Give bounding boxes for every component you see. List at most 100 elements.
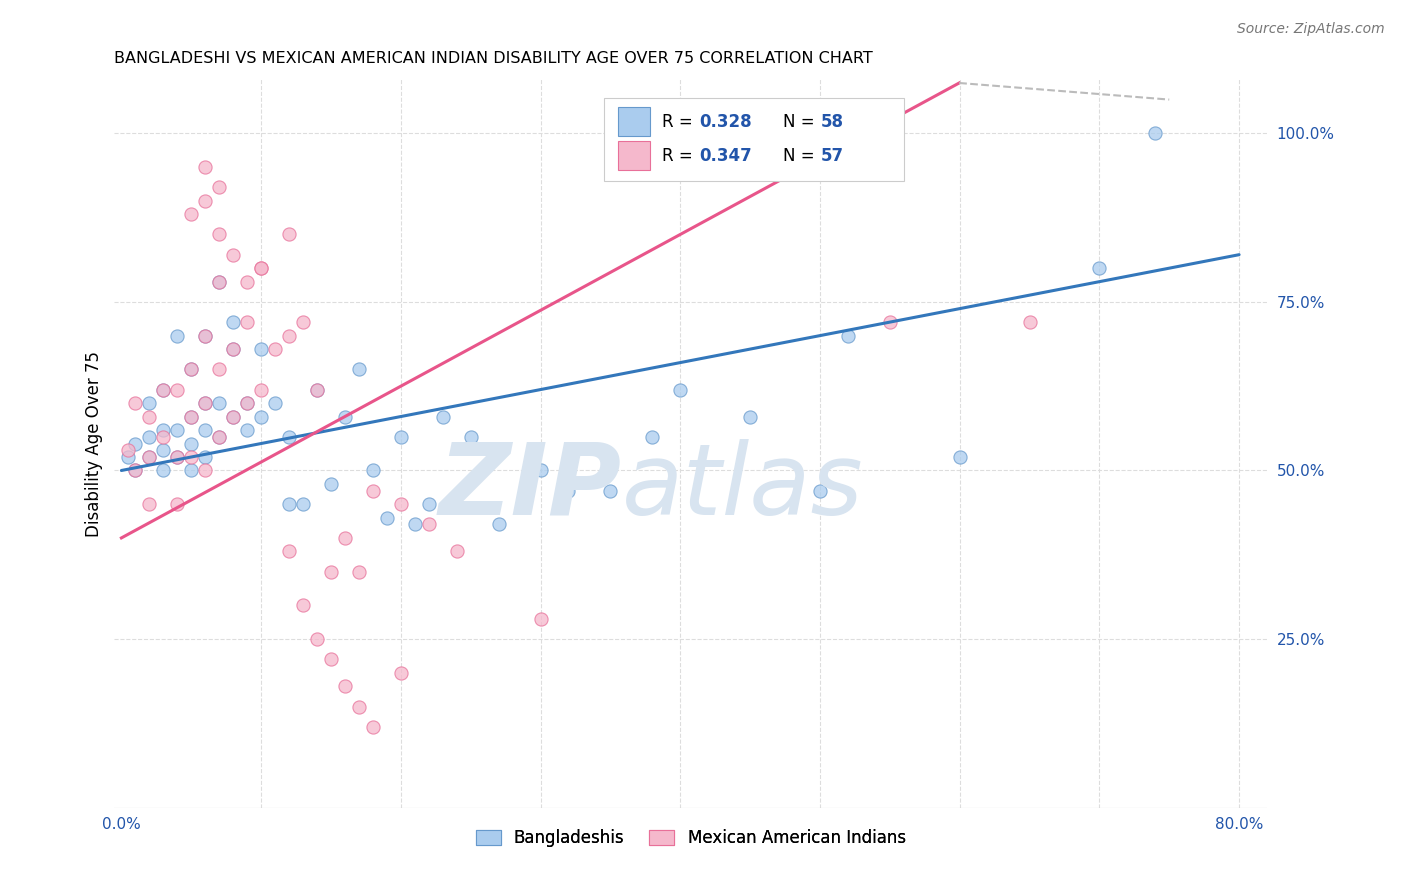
Point	[250, 261, 273, 276]
Point	[879, 315, 901, 329]
Text: ZIP: ZIP	[439, 439, 621, 536]
Text: R =: R =	[662, 112, 697, 130]
Point	[180, 450, 202, 464]
Point	[124, 463, 146, 477]
Point	[138, 430, 160, 444]
Point	[264, 342, 287, 356]
Point	[1144, 126, 1167, 140]
Point	[208, 430, 231, 444]
Point	[180, 409, 202, 424]
Bar	[619, 107, 651, 136]
Point	[222, 409, 245, 424]
Point	[375, 510, 398, 524]
FancyBboxPatch shape	[605, 97, 904, 181]
Point	[117, 450, 139, 464]
Point	[194, 328, 217, 343]
Point	[319, 652, 342, 666]
Point	[222, 409, 245, 424]
Point	[152, 423, 174, 437]
Point	[117, 443, 139, 458]
Point	[389, 430, 412, 444]
Point	[124, 436, 146, 450]
Point	[837, 328, 859, 343]
Point	[278, 328, 301, 343]
Text: R =: R =	[662, 147, 697, 165]
Point	[208, 362, 231, 376]
Text: N =: N =	[783, 147, 820, 165]
Text: N =: N =	[783, 112, 820, 130]
Point	[347, 362, 370, 376]
Point	[250, 383, 273, 397]
Point	[180, 207, 202, 221]
Point	[166, 450, 188, 464]
Point	[208, 180, 231, 194]
Point	[222, 342, 245, 356]
Point	[529, 612, 551, 626]
Point	[1018, 315, 1040, 329]
Text: 0.328: 0.328	[699, 112, 751, 130]
Point	[166, 450, 188, 464]
Point	[138, 497, 160, 511]
Point	[361, 483, 384, 498]
Point	[222, 342, 245, 356]
Point	[166, 383, 188, 397]
Point	[138, 409, 160, 424]
Point	[641, 430, 664, 444]
Point	[194, 160, 217, 174]
Point	[152, 463, 174, 477]
Point	[319, 477, 342, 491]
Point	[529, 463, 551, 477]
Point	[808, 483, 831, 498]
Point	[264, 396, 287, 410]
Point	[404, 517, 426, 532]
Point	[180, 463, 202, 477]
Text: 0.347: 0.347	[699, 147, 752, 165]
Point	[138, 450, 160, 464]
Text: atlas: atlas	[621, 439, 863, 536]
Point	[194, 450, 217, 464]
Point	[152, 383, 174, 397]
Point	[124, 463, 146, 477]
Point	[194, 328, 217, 343]
Point	[180, 362, 202, 376]
Point	[361, 720, 384, 734]
Point	[389, 665, 412, 680]
Point	[208, 227, 231, 242]
Point	[194, 423, 217, 437]
Point	[446, 544, 468, 558]
Point	[278, 227, 301, 242]
Point	[305, 383, 328, 397]
Point	[305, 383, 328, 397]
Point	[278, 497, 301, 511]
Point	[418, 497, 440, 511]
Point	[222, 248, 245, 262]
Point	[180, 362, 202, 376]
Point	[236, 315, 259, 329]
Point	[180, 409, 202, 424]
Point	[292, 599, 315, 613]
Point	[278, 430, 301, 444]
Point	[208, 430, 231, 444]
Point	[250, 261, 273, 276]
Point	[292, 315, 315, 329]
Point	[319, 565, 342, 579]
Y-axis label: Disability Age Over 75: Disability Age Over 75	[86, 351, 103, 536]
Bar	[619, 141, 651, 170]
Point	[194, 396, 217, 410]
Point	[333, 531, 356, 545]
Point	[236, 396, 259, 410]
Point	[250, 342, 273, 356]
Point	[389, 497, 412, 511]
Point	[194, 396, 217, 410]
Point	[138, 450, 160, 464]
Point	[361, 463, 384, 477]
Point	[347, 699, 370, 714]
Point	[194, 463, 217, 477]
Point	[669, 383, 692, 397]
Point	[250, 409, 273, 424]
Point	[488, 517, 510, 532]
Point	[599, 483, 621, 498]
Point	[347, 565, 370, 579]
Point	[1088, 261, 1111, 276]
Legend: Bangladeshis, Mexican American Indians: Bangladeshis, Mexican American Indians	[468, 822, 912, 854]
